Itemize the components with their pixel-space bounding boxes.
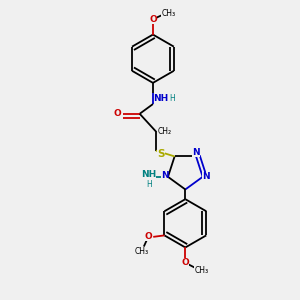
Text: CH₃: CH₃	[134, 247, 148, 256]
Text: CH₂: CH₂	[158, 127, 172, 136]
Text: O: O	[182, 258, 189, 267]
Text: CH₃: CH₃	[161, 9, 175, 18]
Text: S: S	[158, 148, 165, 158]
Text: H: H	[146, 180, 152, 189]
Text: O: O	[144, 232, 152, 242]
Text: O: O	[114, 109, 122, 118]
Text: NH: NH	[141, 170, 157, 179]
Text: N: N	[192, 148, 200, 158]
Text: H: H	[169, 94, 175, 103]
Text: N: N	[160, 171, 168, 180]
Text: CH₃: CH₃	[194, 266, 208, 275]
Text: N: N	[202, 172, 210, 181]
Text: NH: NH	[154, 94, 169, 103]
Text: O: O	[149, 15, 157, 24]
